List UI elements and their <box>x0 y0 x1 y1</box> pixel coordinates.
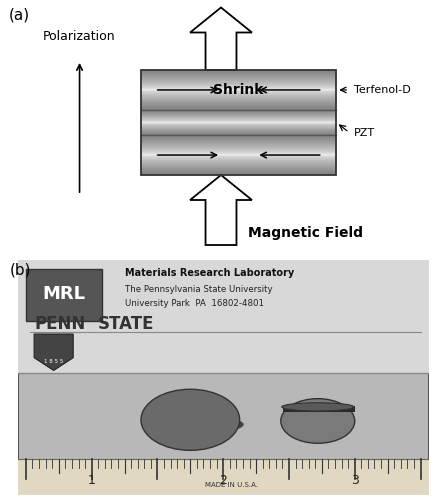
Text: Materials Research Laboratory: Materials Research Laboratory <box>125 268 294 278</box>
Bar <box>141 156 336 157</box>
Bar <box>141 147 336 148</box>
Bar <box>141 106 336 107</box>
Bar <box>141 80 336 82</box>
Bar <box>141 145 336 146</box>
Bar <box>141 143 336 144</box>
Bar <box>141 173 336 174</box>
Ellipse shape <box>141 389 240 450</box>
Bar <box>141 140 336 141</box>
Text: Magnetic Field: Magnetic Field <box>248 226 362 240</box>
Text: MRL: MRL <box>42 285 86 303</box>
Bar <box>141 161 336 162</box>
Bar <box>141 153 336 154</box>
Bar <box>141 158 336 159</box>
Bar <box>141 149 336 150</box>
Bar <box>283 406 355 412</box>
Bar <box>141 72 336 74</box>
Bar <box>141 167 336 168</box>
Bar <box>141 168 336 169</box>
Bar <box>141 78 336 80</box>
Text: University Park  PA  16802-4801: University Park PA 16802-4801 <box>125 299 263 308</box>
Bar <box>141 84 336 86</box>
Bar <box>141 137 336 138</box>
Polygon shape <box>190 8 252 70</box>
Bar <box>141 148 336 149</box>
Ellipse shape <box>282 403 354 411</box>
Bar <box>141 169 336 170</box>
Bar <box>141 76 336 78</box>
Bar <box>141 171 336 172</box>
Bar <box>141 94 336 96</box>
Bar <box>141 104 336 105</box>
Bar <box>141 135 336 136</box>
Bar <box>141 90 336 92</box>
Bar <box>141 172 336 173</box>
Bar <box>141 164 336 165</box>
Bar <box>141 98 336 100</box>
Bar <box>141 136 336 137</box>
Text: STATE: STATE <box>98 315 154 333</box>
Bar <box>18 458 429 495</box>
Bar <box>141 138 336 139</box>
Text: PENN: PENN <box>34 315 85 333</box>
Bar <box>141 70 336 72</box>
Bar <box>141 70 336 175</box>
Bar <box>141 107 336 108</box>
Bar <box>141 162 336 163</box>
Text: 1 8 5 5: 1 8 5 5 <box>44 359 63 364</box>
Bar <box>141 142 336 143</box>
Bar <box>141 92 336 94</box>
Bar <box>26 270 102 321</box>
Ellipse shape <box>281 398 355 444</box>
Bar <box>141 146 336 147</box>
Ellipse shape <box>145 415 244 434</box>
Bar <box>141 150 336 151</box>
Bar <box>141 166 336 167</box>
Bar <box>141 82 336 84</box>
Bar <box>141 88 336 90</box>
Bar <box>141 170 336 171</box>
Bar <box>141 105 336 106</box>
Text: 3: 3 <box>351 474 359 487</box>
Bar <box>141 139 336 140</box>
Bar <box>141 163 336 164</box>
Bar <box>141 151 336 152</box>
Bar <box>141 155 336 156</box>
Text: 1: 1 <box>88 474 95 487</box>
Bar <box>141 108 336 109</box>
Text: The Pennsylvania State University: The Pennsylvania State University <box>125 284 272 294</box>
Bar <box>141 174 336 175</box>
Bar <box>141 96 336 98</box>
Text: Polarization: Polarization <box>43 30 116 43</box>
Bar <box>141 157 336 158</box>
Bar <box>141 86 336 88</box>
Bar <box>141 74 336 76</box>
Bar <box>18 260 429 373</box>
Text: (a): (a) <box>9 8 30 22</box>
Polygon shape <box>34 334 73 370</box>
Bar <box>141 100 336 102</box>
Text: MADE IN U.S.A.: MADE IN U.S.A. <box>205 482 258 488</box>
Bar <box>141 154 336 155</box>
Bar <box>141 160 336 161</box>
Text: (b): (b) <box>9 262 31 278</box>
Bar <box>141 159 336 160</box>
Bar <box>141 152 336 153</box>
Text: Terfenol-D: Terfenol-D <box>354 85 410 95</box>
Polygon shape <box>190 175 252 245</box>
Bar <box>141 141 336 142</box>
Bar <box>141 144 336 145</box>
Text: PZT: PZT <box>354 128 375 138</box>
Text: Shrink: Shrink <box>213 83 264 97</box>
Bar <box>141 109 336 110</box>
Text: 2: 2 <box>219 474 227 487</box>
Bar <box>141 102 336 104</box>
Bar <box>141 165 336 166</box>
